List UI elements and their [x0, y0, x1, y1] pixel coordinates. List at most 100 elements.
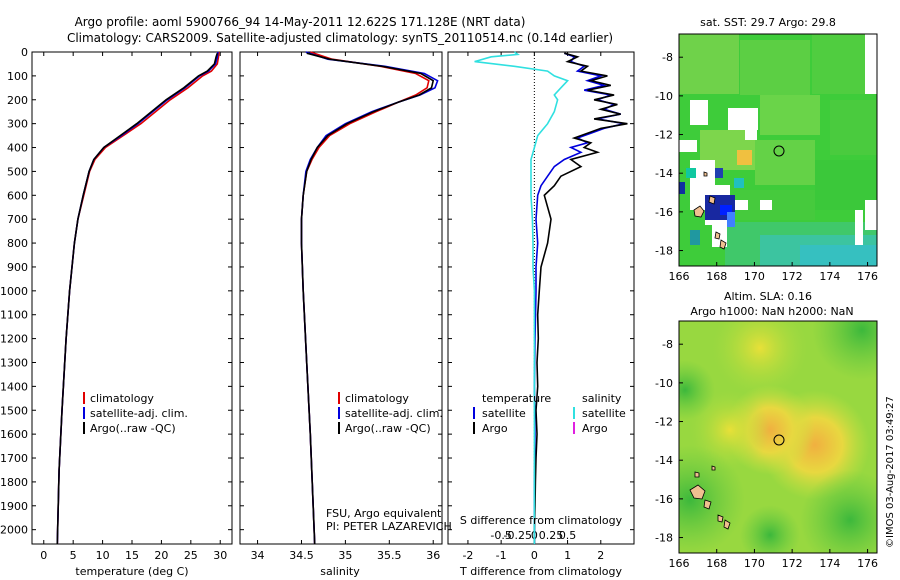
salinity-series-argo-raw-qc: [300, 52, 435, 545]
depth-tick-label: 1700: [0, 452, 28, 465]
depth-tick-label: 1600: [0, 428, 28, 441]
salinity-legend-satellite: satellite-adj. clim.: [345, 407, 443, 420]
sst-map-title: sat. SST: 29.7 Argo: 29.8: [700, 16, 836, 29]
x-tick-label: 10: [96, 549, 110, 562]
lon-tick-label: 176: [857, 270, 878, 283]
lon-tick-label: 174: [819, 557, 840, 570]
legend-temperature-argo: Argo: [482, 422, 508, 435]
depth-tick-label: 100: [7, 70, 28, 83]
x-tick-label: 1: [564, 549, 571, 562]
depth-tick-label: 1800: [0, 476, 28, 489]
legend-salinity-title: salinity: [582, 392, 622, 405]
top-tick-label: -0.5: [490, 529, 511, 542]
lat-tick-label: -12: [655, 129, 673, 142]
legend-temperature-title: temperature: [482, 392, 551, 405]
sst-map-axes: 166 168 170 172 174 176 -8 -10 -12 -14 -16 -18: [655, 51, 878, 283]
x-tick-label: 35: [338, 549, 352, 562]
x-tick-label: 20: [154, 549, 168, 562]
lon-tick-label: 170: [744, 270, 765, 283]
x-tick-label: -2: [462, 549, 473, 562]
top-tick-label: -0.25: [504, 529, 532, 542]
salinity-legend: climatology satellite-adj. clim. Argo(..…: [338, 392, 443, 435]
depth-tick-label: 800: [7, 237, 28, 250]
salinity-legend-argo: Argo(..raw -QC): [345, 422, 431, 435]
lat-tick-label: -8: [662, 338, 673, 351]
temperature-legend-climatology: climatology: [90, 392, 154, 405]
depth-tick-label: 1100: [0, 309, 28, 322]
lon-tick-label: 174: [819, 270, 840, 283]
difference-series-t-satellite: [533, 52, 625, 544]
temperature-plot-area: [31, 51, 233, 545]
lon-tick-label: 166: [669, 557, 690, 570]
legend-salinity-argo: Argo: [582, 422, 608, 435]
x-tick-label: 15: [125, 549, 139, 562]
lon-tick-label: 168: [706, 557, 727, 570]
x-tick-label: 34.5: [289, 549, 314, 562]
depth-axis: 0 100 200 300 400 500 600 700 800 900 1000 1100 1200…: [0, 46, 28, 537]
lat-tick-label: -18: [655, 245, 673, 258]
lat-tick-label: -10: [655, 90, 673, 103]
pi-annotation: PI: PETER LAZAREVICH: [326, 520, 452, 533]
sla-map: [679, 321, 877, 553]
sla-map-subtitle: Argo h1000: NaN h2000: NaN: [690, 305, 853, 318]
depth-tick-label: 1500: [0, 404, 28, 417]
lon-tick-label: 166: [669, 270, 690, 283]
legend-temperature-satellite: satellite: [482, 407, 526, 420]
lat-tick-label: -14: [655, 167, 673, 180]
temperature-chart: 0 5 10 15 20 25 30: [32, 51, 232, 562]
lat-tick-label: -10: [655, 377, 673, 390]
lat-tick-label: -18: [655, 532, 673, 545]
depth-tick-label: 600: [7, 189, 28, 202]
x-tick-label: 0: [531, 549, 538, 562]
x-tick-label: 35.5: [377, 549, 402, 562]
temperature-xlabel: temperature (deg C): [75, 565, 188, 578]
footer-stamp: ©IMOS 03-Aug-2017 03:49:27: [885, 396, 896, 548]
difference-legend: temperature satellite Argo salinity sate…: [473, 392, 626, 435]
lat-tick-label: -16: [655, 493, 673, 506]
difference-xlabel-bottom: T difference from climatology: [459, 565, 622, 578]
temperature-series-argo-raw-qc: [56, 52, 219, 545]
sst-argo-float-marker: [773, 145, 785, 157]
lat-tick-label: -12: [655, 416, 673, 429]
difference-xlabel-top: S difference from climatology: [460, 514, 623, 527]
lon-tick-label: 176: [857, 557, 878, 570]
depth-tick-label: 1200: [0, 333, 28, 346]
temperature-legend: climatology satellite-adj. clim. Argo(..…: [83, 392, 188, 435]
depth-tick-label: 700: [7, 213, 28, 226]
temperature-legend-satellite: satellite-adj. clim.: [90, 407, 188, 420]
x-tick-label: 36: [426, 549, 440, 562]
difference-series-s-satellite: [474, 51, 570, 544]
salinity-plot-area: [239, 51, 443, 545]
sla-map-title: Altim. SLA: 0.16: [724, 290, 812, 303]
depth-tick-label: 1000: [0, 285, 28, 298]
salinity-xlabel: salinity: [320, 565, 360, 578]
depth-tick-label: 1300: [0, 356, 28, 369]
x-tick-label: -1: [496, 549, 507, 562]
title-line-2: Climatology: CARS2009. Satellite-adjuste…: [67, 31, 613, 45]
depth-tick-label: 300: [7, 118, 28, 131]
salinity-chart: 34 34.5 35 35.5 36: [240, 51, 442, 562]
title-line-1: Argo profile: aoml 5900766_94 14-May-201…: [75, 15, 526, 29]
top-tick-label: 0.25: [539, 529, 564, 542]
x-tick-label: 0: [40, 549, 47, 562]
depth-tick-label: 1900: [0, 500, 28, 513]
sla-map-axes: 166 168 170 172 174 176 -8 -10 -12 -14 -16 -18: [655, 338, 878, 570]
lat-tick-label: -14: [655, 454, 673, 467]
sst-map: [679, 34, 877, 266]
x-tick-label: 25: [184, 549, 198, 562]
depth-tick-label: 2000: [0, 524, 28, 537]
lon-tick-label: 168: [706, 270, 727, 283]
x-tick-label: 30: [213, 549, 227, 562]
depth-tick-label: 1400: [0, 380, 28, 393]
lon-tick-label: 172: [782, 270, 803, 283]
x-tick-label: 2: [597, 549, 604, 562]
depth-tick-label: 200: [7, 94, 28, 107]
sla-argo-float-marker: [773, 434, 785, 446]
x-tick-label: 5: [70, 549, 77, 562]
lat-tick-label: -16: [655, 206, 673, 219]
lon-tick-label: 172: [782, 557, 803, 570]
platform-annotation: FSU, Argo equivalent: [326, 507, 442, 520]
lon-tick-label: 170: [744, 557, 765, 570]
